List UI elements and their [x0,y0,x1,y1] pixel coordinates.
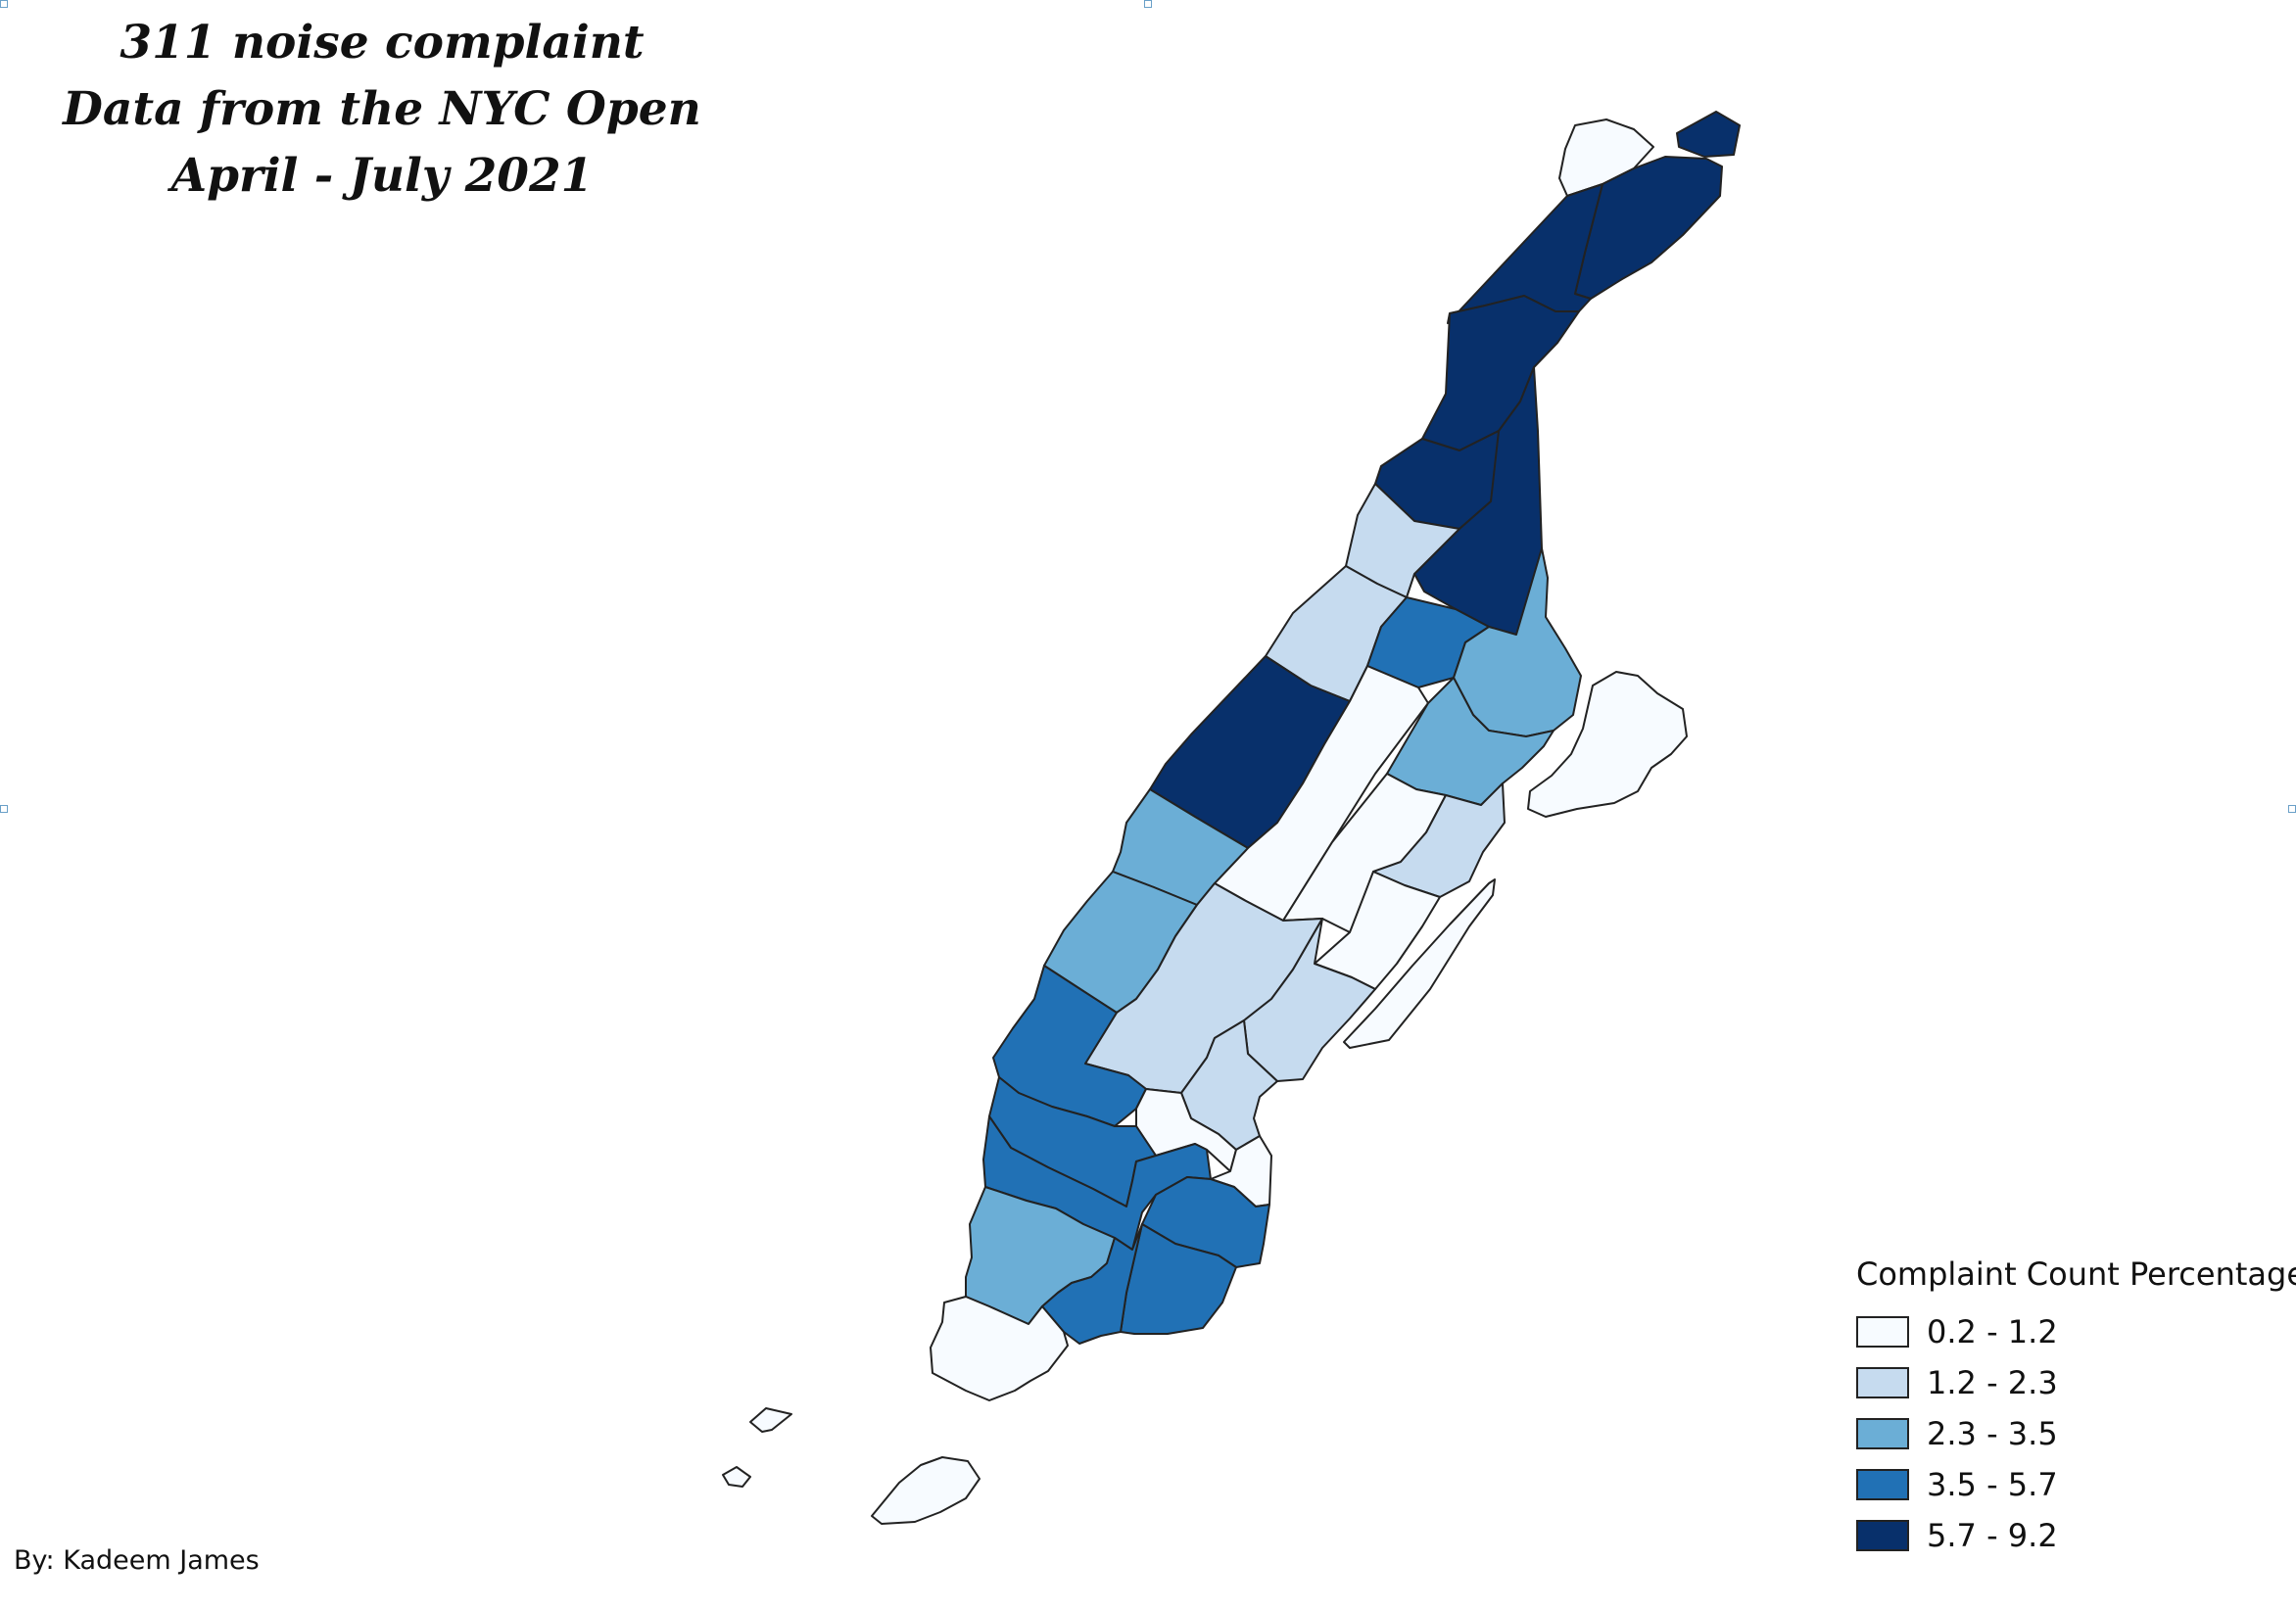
district-roosevelt-island [1343,878,1496,1049]
district-yorkville [1372,782,1506,898]
district-lenox-hill [1314,871,1441,990]
selection-handle-top-left [0,0,8,8]
legend-label: 2.3 - 3.5 [1927,1415,2058,1452]
map-title-line-1: 311 noise complaint [120,16,645,70]
legend-label: 3.5 - 5.7 [1927,1466,2058,1503]
district-randalls-island [1527,671,1688,818]
map-title-line-3: April - July 2021 [170,149,594,203]
legend-label: 0.2 - 1.2 [1927,1313,2058,1350]
legend-label: 1.2 - 2.3 [1927,1364,2058,1401]
map-title: 311 noise complaint Data from the NYC Op… [39,10,725,210]
district-liberty-island [749,1407,792,1433]
legend-item: 1.2 - 2.3 [1856,1357,2296,1408]
district-governors-island [871,1456,981,1525]
map-title-line-2: Data from the NYC Open [63,82,701,136]
author-credit: By: Kadeem James [14,1545,260,1576]
selection-handle-left [0,805,8,813]
legend-swatch [1856,1316,1909,1348]
legend-swatch [1856,1520,1909,1551]
legend-item: 2.3 - 3.5 [1856,1408,2296,1459]
legend-label: 5.7 - 9.2 [1927,1517,2058,1554]
map-legend: Complaint Count Percentage 0.2 - 1.2 1.2… [1856,1255,2296,1561]
legend-item: 3.5 - 5.7 [1856,1459,2296,1510]
legend-item: 0.2 - 1.2 [1856,1306,2296,1357]
district-gramercy [1135,1088,1237,1172]
district-ellis-island [722,1466,751,1488]
district-inwood-north [1676,111,1741,158]
legend-swatch [1856,1469,1909,1500]
selection-handle-top-center [1144,0,1152,8]
district-chinatown [1041,1223,1143,1345]
legend-swatch [1856,1367,1909,1398]
legend-swatch [1856,1418,1909,1449]
legend-item: 5.7 - 9.2 [1856,1510,2296,1561]
legend-title: Complaint Count Percentage [1856,1255,2296,1293]
district-financial-district [930,1296,1069,1401]
